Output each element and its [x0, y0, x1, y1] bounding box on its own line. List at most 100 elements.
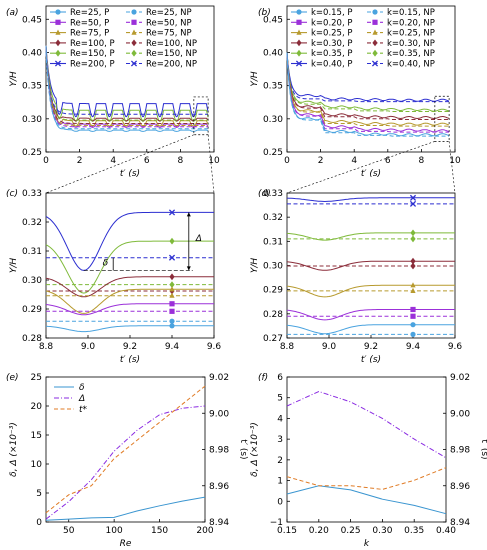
series-line [45, 45, 209, 132]
series-line [286, 52, 450, 133]
y2-axis-label: t′ (s) [479, 439, 487, 459]
series-line [45, 405, 206, 520]
y2-tick-label: 8.98 [209, 446, 229, 456]
x-tick-label: 2 [77, 156, 83, 166]
legend-label: Re=150, P [70, 49, 115, 59]
arrow-head [186, 266, 191, 271]
plot-frame [45, 5, 215, 153]
panel-label: (c) [6, 189, 18, 199]
x-axis-label: t′ (s) [120, 169, 140, 179]
legend-label: k=0.15, NP [387, 8, 435, 18]
y-tick-label: 0.28 [22, 334, 42, 344]
y-axis-label: δ, Δ (×10⁻³) [250, 422, 260, 477]
series-line [45, 52, 209, 130]
legend-label: k=0.20, NP [387, 18, 435, 28]
x-tick-label: 0.20 [309, 526, 329, 536]
y-tick-label: 0.28 [263, 310, 283, 320]
y2-tick-label: 8.98 [450, 446, 470, 456]
x-tick-label: 9.6 [448, 342, 463, 352]
y-tick-label: 0.25 [22, 148, 42, 158]
data-marker [169, 318, 175, 324]
series-line [45, 52, 209, 115]
series-line [45, 385, 206, 514]
series-line [45, 276, 214, 298]
legend-label: Δ [78, 394, 85, 404]
y-axis-label: Y/H [9, 258, 19, 274]
series-line [286, 52, 450, 137]
series-line [286, 52, 450, 120]
series-line [286, 284, 455, 298]
panel-label: (f) [258, 373, 268, 383]
y-tick-label: 0.30 [263, 262, 283, 272]
panel-b: 0 2 4 6 8 10 0.25 0.30 0.35 0.40 0.45 t′ (s) Y/H (b) k… [250, 5, 461, 179]
x-tick-label: 6 [144, 156, 150, 166]
y-axis-label: Y/H [9, 71, 19, 87]
y-tick-label: 0.33 [22, 189, 42, 199]
legend-label: Re=75, NP [146, 29, 192, 39]
y-tick-label: 0.25 [263, 148, 283, 158]
y2-tick-label: 9.02 [209, 373, 229, 383]
x-tick-label: 8 [419, 156, 425, 166]
series-line [45, 45, 209, 118]
x-tick-label: 9.6 [207, 342, 222, 352]
y-tick-label: 0.45 [263, 15, 283, 25]
y-tick-label: 2 [277, 456, 283, 466]
legend-marker [372, 29, 378, 35]
x-axis-label: t′ (s) [361, 355, 381, 365]
legend-label: k=0.15, P [311, 8, 353, 18]
series-line [45, 52, 209, 126]
data-marker [410, 306, 416, 313]
legend-label: Re=75, P [70, 29, 109, 39]
zoom-connector [45, 134, 194, 194]
data-marker [168, 209, 176, 216]
series-line [45, 496, 206, 521]
y-tick-label: 6 [277, 373, 283, 383]
series-line [286, 52, 450, 126]
legend-label: k=0.30, NP [387, 39, 435, 49]
legend-label: k=0.25, NP [387, 29, 435, 39]
panel-label: (e) [6, 373, 19, 383]
data-marker [410, 322, 416, 328]
x-tick-label: 8 [178, 156, 184, 166]
legend-label: Re=200, NP [146, 60, 197, 70]
y-tick-label: 0 [277, 497, 283, 507]
arrow-head [186, 212, 191, 217]
series-line [45, 52, 209, 124]
data-marker [169, 281, 175, 289]
series-line [286, 52, 450, 112]
x-tick-label: 100 [106, 526, 123, 536]
data-marker [410, 235, 416, 243]
y2-tick-label: 8.96 [209, 482, 229, 492]
zoom-box [193, 96, 209, 136]
zoom-connector [207, 134, 215, 194]
legend-label: k=0.40, NP [387, 60, 435, 70]
y-tick-label: 0.27 [263, 334, 283, 344]
x-tick-label: 150 [151, 526, 168, 536]
legend-marker [372, 9, 378, 15]
legend-label: k=0.30, P [311, 39, 353, 49]
legend-label: Re=100, NP [146, 39, 197, 49]
panel-c: 8.8 9.0 9.2 9.4 9.6 0.28 0.29 0.30 0.31 0.32 0.33 t… [6, 189, 221, 365]
data-marker [410, 331, 416, 337]
x-tick-label: 200 [196, 526, 213, 536]
series-line [45, 325, 214, 333]
x-tick-label: 0.25 [341, 526, 361, 536]
series-line [286, 485, 447, 515]
data-marker [410, 262, 416, 270]
x-tick-label: 9.2 [123, 342, 137, 352]
data-marker [409, 200, 417, 207]
series-line [45, 211, 214, 271]
panel-label: (a) [6, 8, 19, 18]
legend-marker [55, 29, 61, 35]
legend-marker [131, 39, 137, 47]
series-line [45, 45, 209, 127]
series-line [286, 390, 447, 459]
data-marker [168, 254, 176, 261]
series-line [45, 52, 209, 128]
data-marker [169, 237, 175, 245]
data-marker [410, 257, 416, 265]
x-tick-label: 8.8 [39, 342, 54, 352]
data-marker [169, 323, 175, 329]
x-tick-label: 0.30 [372, 526, 392, 536]
legend-label: Re=150, NP [146, 49, 197, 59]
